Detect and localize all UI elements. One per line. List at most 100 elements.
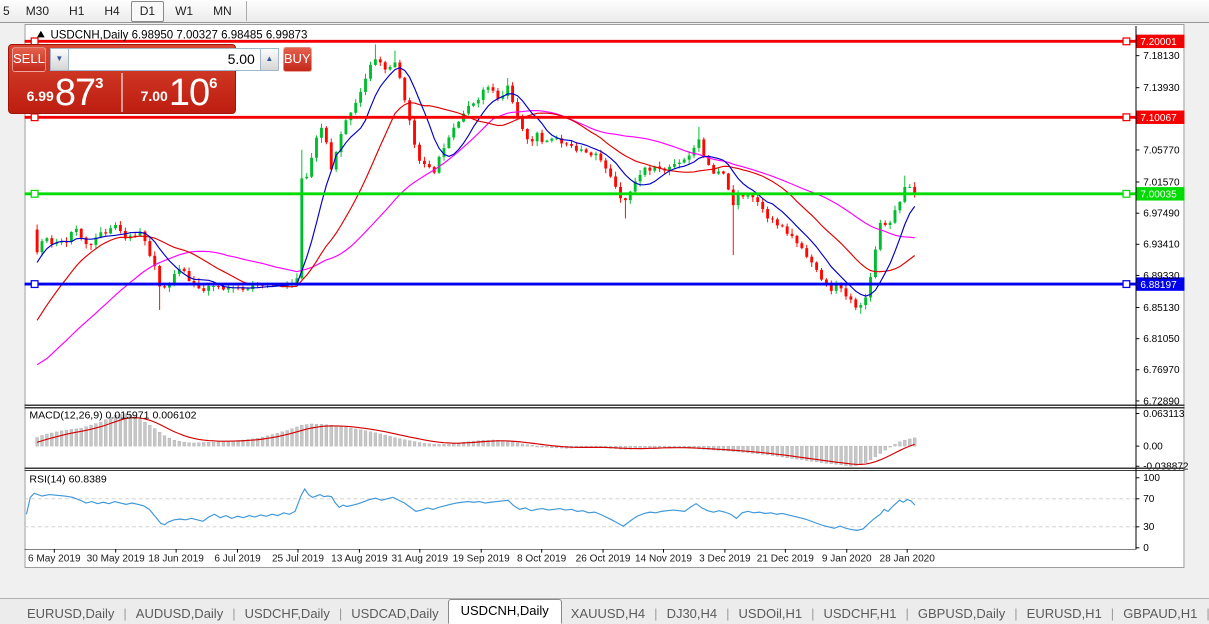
candle-body — [324, 127, 328, 143]
sell-price-display[interactable]: 6.99 87 3 — [9, 73, 123, 112]
toolbar-separator — [245, 1, 247, 21]
tab-usdcad-daily[interactable]: USDCAD,Daily — [351, 606, 439, 621]
hline-handle[interactable] — [1122, 189, 1131, 198]
candle-body — [530, 139, 534, 142]
volume-stepper: ▼ ▲ — [49, 47, 279, 71]
macd-histogram-bar — [113, 414, 118, 447]
macd-histogram-bar — [486, 439, 490, 447]
macd-histogram-bar — [118, 414, 123, 447]
macd-histogram-bar — [89, 424, 93, 447]
macd-histogram-bar — [403, 439, 407, 447]
candle-body — [653, 166, 657, 171]
candle-body — [834, 283, 838, 291]
tab-eurusd-daily[interactable]: EURUSD,Daily — [27, 606, 115, 621]
timeframe-button-h1[interactable]: H1 — [69, 3, 85, 18]
pane-splitters[interactable] — [24, 404, 1185, 472]
hline-handle[interactable] — [1122, 113, 1131, 122]
candle-body — [221, 286, 225, 290]
price-level-badge-text: 7.20001 — [1140, 37, 1177, 48]
tab-xauusd-h4[interactable]: XAUUSD,H4 — [570, 606, 646, 621]
hline-handle[interactable] — [1122, 37, 1131, 46]
candle-body — [207, 286, 211, 291]
volume-increase-button[interactable]: ▲ — [259, 47, 279, 71]
candle-body — [315, 137, 318, 158]
candle-body — [69, 231, 73, 242]
date-label: 19 Sep 2019 — [453, 553, 510, 564]
macd-histogram-bar — [908, 438, 912, 447]
macd-histogram-bar — [349, 427, 353, 447]
tab-eurusd-h1[interactable]: EURUSD,H1 — [1026, 606, 1102, 621]
date-label: 30 May 2019 — [87, 553, 146, 564]
hlines[interactable] — [24, 37, 1136, 289]
ma-mid-line — [36, 102, 916, 321]
macd-histogram-bar — [844, 445, 848, 466]
macd-histogram-bar — [913, 437, 917, 447]
tab-gbpusd-daily[interactable]: GBPUSD,Daily — [917, 606, 1006, 621]
chart-window-border — [24, 24, 1185, 568]
timeframe-button-m30[interactable]: M30 — [25, 3, 50, 18]
tab-usdchf-daily[interactable]: USDCHF,Daily — [244, 606, 330, 621]
macd-histogram-bar — [878, 445, 882, 454]
candle-body — [844, 288, 848, 297]
tab-dj30-h4[interactable]: DJ30,H4 — [666, 606, 718, 621]
rsi-axis-label: 100 — [1143, 473, 1160, 484]
macd-histogram-bar — [476, 440, 480, 447]
hline-handle[interactable] — [30, 280, 39, 289]
timeframe-button-mn[interactable]: MN — [213, 3, 232, 18]
buy-price-display[interactable]: 7.00 10 6 — [123, 73, 235, 112]
candle-body — [775, 219, 779, 226]
macd-histogram-bar — [69, 429, 73, 447]
buy-price-sup: 6 — [209, 75, 218, 92]
buy-button[interactable]: BUY — [282, 46, 312, 72]
tab-usdchf-h1[interactable]: USDCHF,H1 — [823, 606, 897, 621]
tab-separator: | — [1206, 606, 1209, 621]
candle-body — [692, 147, 696, 156]
macd-histogram-bar — [898, 441, 902, 447]
candle-body — [118, 224, 122, 231]
candle-body — [192, 281, 196, 283]
candle-body — [476, 99, 480, 104]
macd-histogram-bar — [207, 442, 211, 447]
hline-handle[interactable] — [30, 189, 39, 198]
candle-body — [403, 77, 407, 101]
macd-histogram-bar — [746, 445, 750, 453]
candle-body — [373, 59, 377, 65]
candle-body — [418, 144, 421, 161]
price-tick-label: 6.81050 — [1143, 334, 1180, 345]
candle-body — [437, 156, 441, 173]
timeframe-button-h4[interactable]: H4 — [104, 3, 120, 18]
candle-body — [241, 288, 245, 290]
hline-handle[interactable] — [1122, 280, 1131, 289]
chart-background — [24, 24, 1185, 568]
macd-histogram-bar — [814, 445, 819, 463]
timeframe-button-d1[interactable]: D1 — [130, 0, 165, 22]
volume-input[interactable] — [67, 47, 261, 71]
timeframe-button-w1[interactable]: W1 — [175, 3, 194, 18]
hline-handle[interactable] — [30, 113, 39, 122]
tab-audusd-daily[interactable]: AUDUSD,Daily — [135, 606, 224, 621]
tab-usdoil-h1[interactable]: USDOil,H1 — [738, 606, 803, 621]
collapse-panel-triangle[interactable] — [37, 30, 45, 38]
candle-body — [398, 62, 402, 78]
timeframe-button-5[interactable]: 5 — [3, 3, 10, 18]
tab-usdcnh-daily[interactable]: USDCNH,Daily — [447, 599, 562, 624]
macd-histogram-bar — [790, 445, 794, 459]
sell-button[interactable]: SELL — [12, 46, 46, 72]
candle-body — [604, 160, 608, 169]
candle-body — [849, 296, 853, 300]
macd-histogram-bar — [64, 429, 69, 447]
candle-body — [383, 62, 387, 70]
candle-body — [182, 268, 186, 272]
candle-body — [883, 222, 887, 225]
macd-histogram-bar — [883, 445, 887, 451]
timeframe-toolbar: 5 M30 H1 H4 D1 W1 MN — [0, 0, 1209, 23]
tab-gbpaud-h1[interactable]: GBPAUD,H1 — [1123, 606, 1198, 621]
macd-histogram-bar — [187, 442, 191, 447]
macd-histogram-bar — [123, 413, 128, 447]
macd-histogram-bar — [393, 437, 397, 447]
volume-decrease-button[interactable]: ▼ — [49, 47, 69, 71]
macd-histogram-bar — [157, 432, 162, 447]
rsi-line — [25, 487, 916, 531]
macd-histogram-bar — [824, 445, 829, 464]
